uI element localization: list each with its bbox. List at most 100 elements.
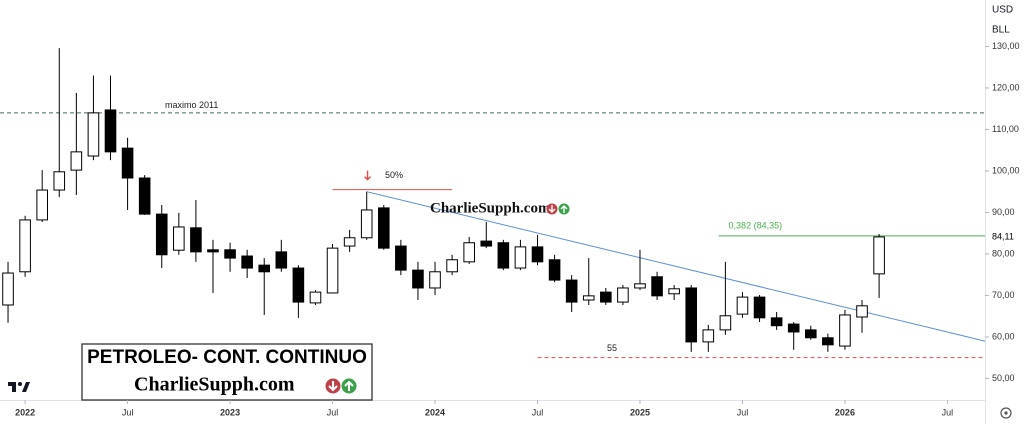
candle-body bbox=[582, 295, 595, 301]
candle-body bbox=[207, 249, 219, 253]
candle-body bbox=[241, 255, 253, 269]
box-brand: CharlieSupph.com bbox=[134, 374, 295, 396]
candle-body bbox=[873, 236, 885, 275]
candle-body bbox=[497, 242, 510, 269]
x-tick-label: 2024 bbox=[425, 407, 445, 417]
candle-body bbox=[651, 276, 663, 297]
x-tick-label: 2025 bbox=[630, 407, 650, 417]
watermark-text: CharlieSupph.com bbox=[430, 200, 551, 216]
annotation-label: maximo 2011 bbox=[165, 100, 218, 110]
x-tick-label: 2023 bbox=[220, 407, 240, 417]
candle-body bbox=[190, 227, 202, 253]
candle-body bbox=[770, 317, 783, 327]
candle-body bbox=[719, 315, 732, 331]
y-tick-label: 100,00 bbox=[992, 165, 1020, 175]
x-tick-label: Jul bbox=[737, 407, 749, 417]
watermark-arrow bbox=[560, 205, 568, 213]
candle-body bbox=[548, 259, 561, 281]
watermark-arrow bbox=[548, 205, 556, 213]
candle-body bbox=[787, 323, 800, 333]
annotation-label: 50% bbox=[385, 170, 403, 180]
brand-arrow bbox=[328, 381, 338, 392]
y-tick-label: 70,00 bbox=[992, 290, 1015, 300]
title-box-frame bbox=[81, 343, 373, 401]
x-tick-label: 2026 bbox=[835, 407, 855, 417]
candle-body bbox=[480, 240, 493, 247]
annotation-arrow bbox=[364, 170, 372, 181]
candle-body bbox=[685, 287, 698, 343]
settings-icon[interactable] bbox=[1000, 407, 1012, 419]
x-tick-label: 2022 bbox=[15, 407, 35, 417]
candle-body bbox=[839, 314, 851, 347]
candle-body bbox=[275, 251, 288, 269]
candle-body bbox=[514, 246, 527, 269]
y-tick-label: 80,00 bbox=[992, 248, 1015, 258]
annotation-label: 55 bbox=[607, 343, 617, 353]
candle-body bbox=[429, 271, 441, 289]
candle-body bbox=[600, 291, 612, 303]
annotation-label: 0,382 (84,35) bbox=[729, 220, 783, 230]
y-tick-label: 130,00 bbox=[992, 41, 1020, 51]
candle-body bbox=[70, 151, 83, 171]
candle-body bbox=[804, 329, 817, 339]
candle-body bbox=[155, 213, 168, 256]
unit-label[interactable]: BLL bbox=[992, 25, 1010, 36]
trendline bbox=[366, 191, 986, 342]
candle-body bbox=[446, 259, 458, 273]
last-price-label: 84,11 bbox=[992, 231, 1014, 241]
plot-area: maximo 2011 50% 0,382 (84,35) 55 bbox=[0, 48, 986, 359]
candle-body bbox=[19, 219, 31, 273]
last-price-tag bbox=[986, 229, 1022, 244]
y-tick-label: 60,00 bbox=[992, 331, 1015, 341]
candle-body bbox=[753, 296, 766, 319]
candle-body bbox=[292, 267, 305, 303]
box-title: PETROLEO- CONT. CONTINUO bbox=[87, 347, 367, 368]
y-tick-label: 90,00 bbox=[992, 207, 1015, 217]
x-tick-label: Jul bbox=[532, 407, 544, 417]
candle-body bbox=[224, 249, 236, 259]
candle-body bbox=[326, 247, 339, 294]
candle-body bbox=[309, 291, 322, 304]
candle-body bbox=[138, 177, 151, 215]
logo-part bbox=[18, 382, 22, 386]
candle-body bbox=[412, 269, 424, 289]
x-tick-label: Jul bbox=[942, 407, 954, 417]
y-tick-label: 110,00 bbox=[992, 124, 1019, 134]
candle-body bbox=[395, 245, 407, 271]
candle-body bbox=[565, 279, 578, 303]
candle-body bbox=[53, 171, 66, 191]
x-tick-label: Jul bbox=[122, 407, 134, 417]
settings-gear[interactable] bbox=[1000, 407, 1012, 419]
y-tick-label: 120,00 bbox=[992, 82, 1020, 92]
candle-body bbox=[822, 337, 834, 346]
tradingview-logo[interactable] bbox=[8, 382, 30, 392]
candle-body bbox=[463, 242, 475, 263]
y-tick-label: 50,00 bbox=[992, 373, 1015, 383]
candle-body bbox=[702, 329, 715, 343]
candle-body bbox=[377, 207, 390, 249]
candle-body bbox=[617, 287, 629, 303]
x-tick-label: Jul bbox=[327, 407, 339, 417]
candle-body bbox=[2, 272, 14, 306]
candle-body bbox=[173, 226, 185, 251]
candle-body bbox=[36, 189, 48, 221]
logo-part bbox=[8, 382, 16, 392]
candle-body bbox=[104, 109, 117, 153]
candle-body bbox=[736, 296, 749, 315]
candle-body bbox=[87, 112, 100, 157]
candle-body bbox=[121, 147, 134, 179]
candle-body bbox=[634, 283, 646, 289]
candle-body bbox=[360, 209, 373, 239]
candle-body bbox=[668, 288, 680, 295]
candle-body bbox=[258, 264, 271, 273]
logo-part bbox=[22, 382, 30, 392]
currency-label[interactable]: USD bbox=[992, 5, 1013, 16]
brand-arrow bbox=[344, 380, 354, 391]
title-box: PETROLEO- CONT. CONTINUO CharlieSupph.co… bbox=[81, 343, 373, 401]
settings-gear-center bbox=[1004, 411, 1008, 415]
candle-body bbox=[343, 237, 356, 247]
watermark: CharlieSupph.com bbox=[430, 200, 570, 216]
candle-body bbox=[531, 246, 544, 263]
